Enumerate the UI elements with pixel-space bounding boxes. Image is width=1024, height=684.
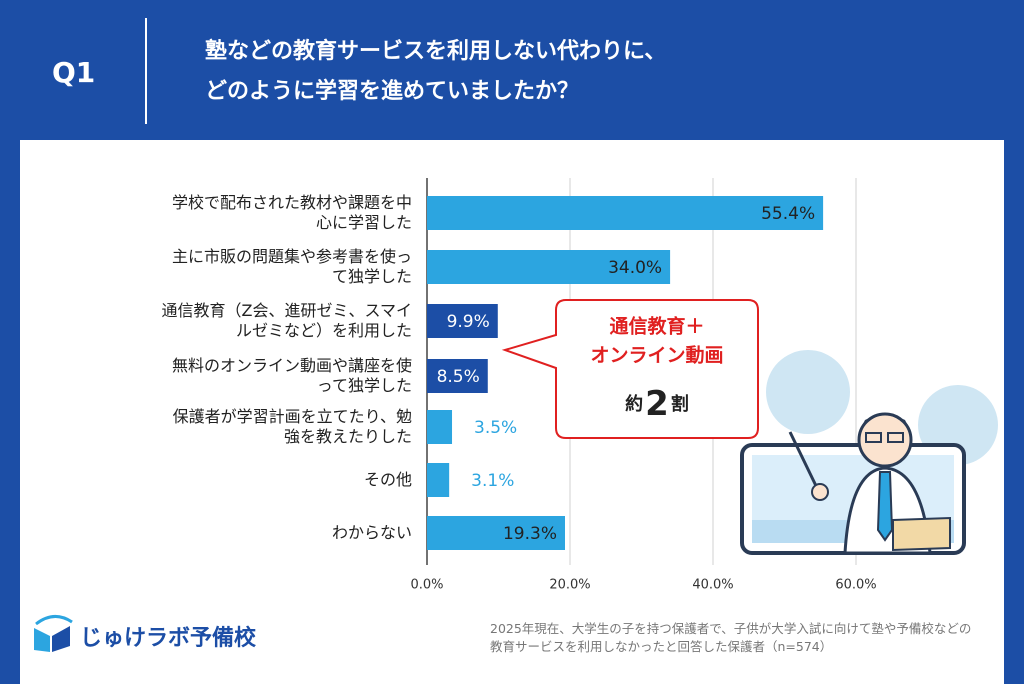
- category-label: 学校で配布された教材や課題を中心に学習した: [171, 193, 412, 232]
- title-line: どのように学習を進めていましたか？: [205, 79, 580, 104]
- bar: [427, 463, 450, 497]
- callout-suffix: 割: [671, 393, 689, 415]
- value-label: 3.5%: [474, 418, 517, 438]
- value-label: 55.4%: [761, 204, 815, 224]
- value-label: 3.1%: [471, 471, 514, 491]
- category-label: 主に市販の問題集や参考書を使って独学した: [171, 247, 412, 286]
- question-title: 塾などの教育サービスを利用しない代わりに、 どのように学習を進めていましたか？: [205, 32, 666, 112]
- value-label: 19.3%: [503, 524, 557, 544]
- callout-line: 通信教育＋: [609, 315, 704, 338]
- x-tick-label: 0.0%: [410, 578, 443, 593]
- bar: [427, 304, 498, 338]
- footnote: 2025年現在、大学生の子を持つ保護者で、子供が大学入試に向けて塾や予備校などの…: [490, 620, 971, 656]
- category-label: 無料のオンライン動画や講座を使って独学した: [171, 356, 412, 395]
- title-line: 塾などの教育サービスを利用しない代わりに、: [205, 39, 667, 64]
- logo-icon: [34, 615, 73, 652]
- note-line: 2025年現在、大学生の子を持つ保護者で、子供が大学入試に向けて塾や予備校などの: [490, 621, 972, 636]
- bar: [427, 196, 824, 230]
- x-tick-label: 60.0%: [835, 578, 876, 593]
- logo-text: じゅけラボ予備校: [80, 626, 257, 651]
- callout-line: オンライン動画: [590, 345, 723, 367]
- bar: [427, 410, 453, 444]
- bar: [427, 359, 488, 393]
- value-label: 34.0%: [608, 258, 662, 278]
- q-label: Q1: [52, 56, 96, 89]
- x-tick-label: 20.0%: [549, 578, 590, 593]
- category-label: その他: [363, 470, 412, 489]
- illustration: [740, 350, 998, 555]
- value-label: 8.5%: [437, 367, 480, 387]
- callout-number: 2: [645, 384, 669, 424]
- logo: じゅけラボ予備校: [30, 612, 270, 656]
- callout-bubble: [501, 299, 759, 439]
- x-tick-label: 40.0%: [692, 578, 733, 593]
- value-label: 9.9%: [447, 312, 490, 332]
- divider: [145, 18, 147, 124]
- bar: [427, 516, 565, 550]
- bar: [427, 250, 671, 284]
- category-label: わからない: [331, 523, 412, 542]
- callout-prefix: 約: [625, 393, 643, 415]
- callout-emphasis: 約2 割: [625, 384, 689, 424]
- category-label: 通信教育（Z会、進研ゼミ、スマイルゼミなど）を利用した: [161, 301, 412, 340]
- category-label: 保護者が学習計画を立てたり、勉強を教えたりした: [172, 407, 412, 446]
- note-line: 教育サービスを利用しなかったと回答した保護者（n=574）: [490, 639, 833, 654]
